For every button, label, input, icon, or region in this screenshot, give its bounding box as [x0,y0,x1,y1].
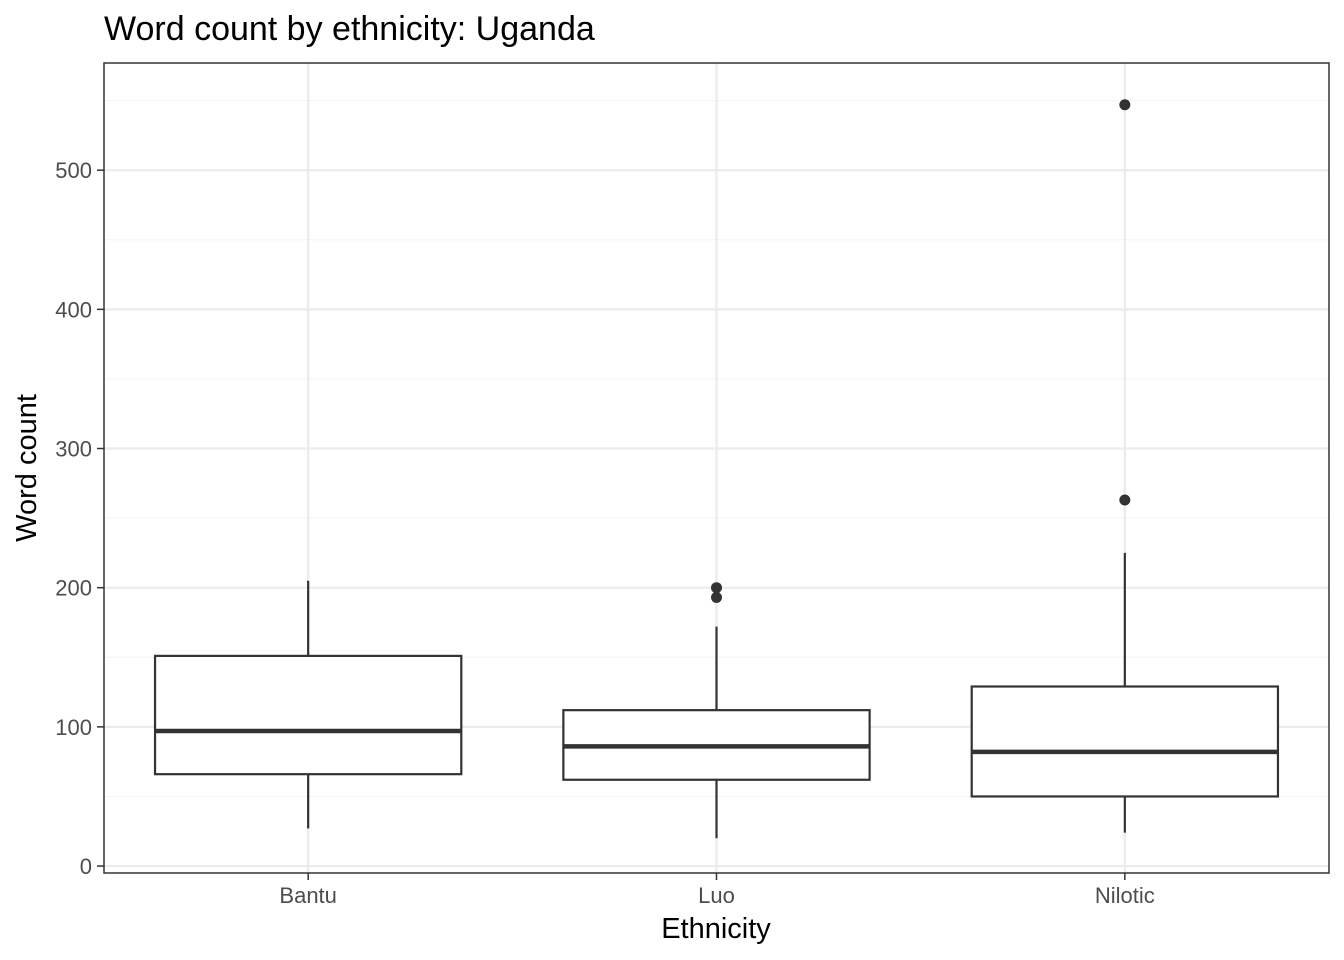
y-tick-label: 200 [55,576,92,601]
outlier-point [1119,99,1131,111]
x-tick-label: Luo [698,883,735,908]
y-axis-title: Word count [11,394,43,542]
iqr-box [153,654,463,776]
y-tick-label: 100 [55,715,92,740]
y-tick-label: 500 [55,158,92,183]
x-tick-label: Bantu [279,883,337,908]
boxes [153,99,1280,839]
outlier-point [1119,494,1131,506]
y-tick-label: 300 [55,437,92,462]
outlier-point [711,591,722,603]
y-tick-label: 400 [55,297,92,322]
axes: 0 100 200 300 400 500 Bantu Luo Nilotic [55,158,1155,908]
y-tick-label: 0 [80,854,92,879]
box-group-nilotic [970,99,1280,833]
iqr-box [970,685,1280,798]
x-axis-title: Ethnicity [661,913,771,945]
x-tick-label: Nilotic [1095,883,1155,908]
box-group-luo [562,582,871,839]
box-group-bantu [153,580,463,829]
chart-title: Word count by ethnicity: Uganda [104,10,595,48]
outlier-point [711,582,722,594]
